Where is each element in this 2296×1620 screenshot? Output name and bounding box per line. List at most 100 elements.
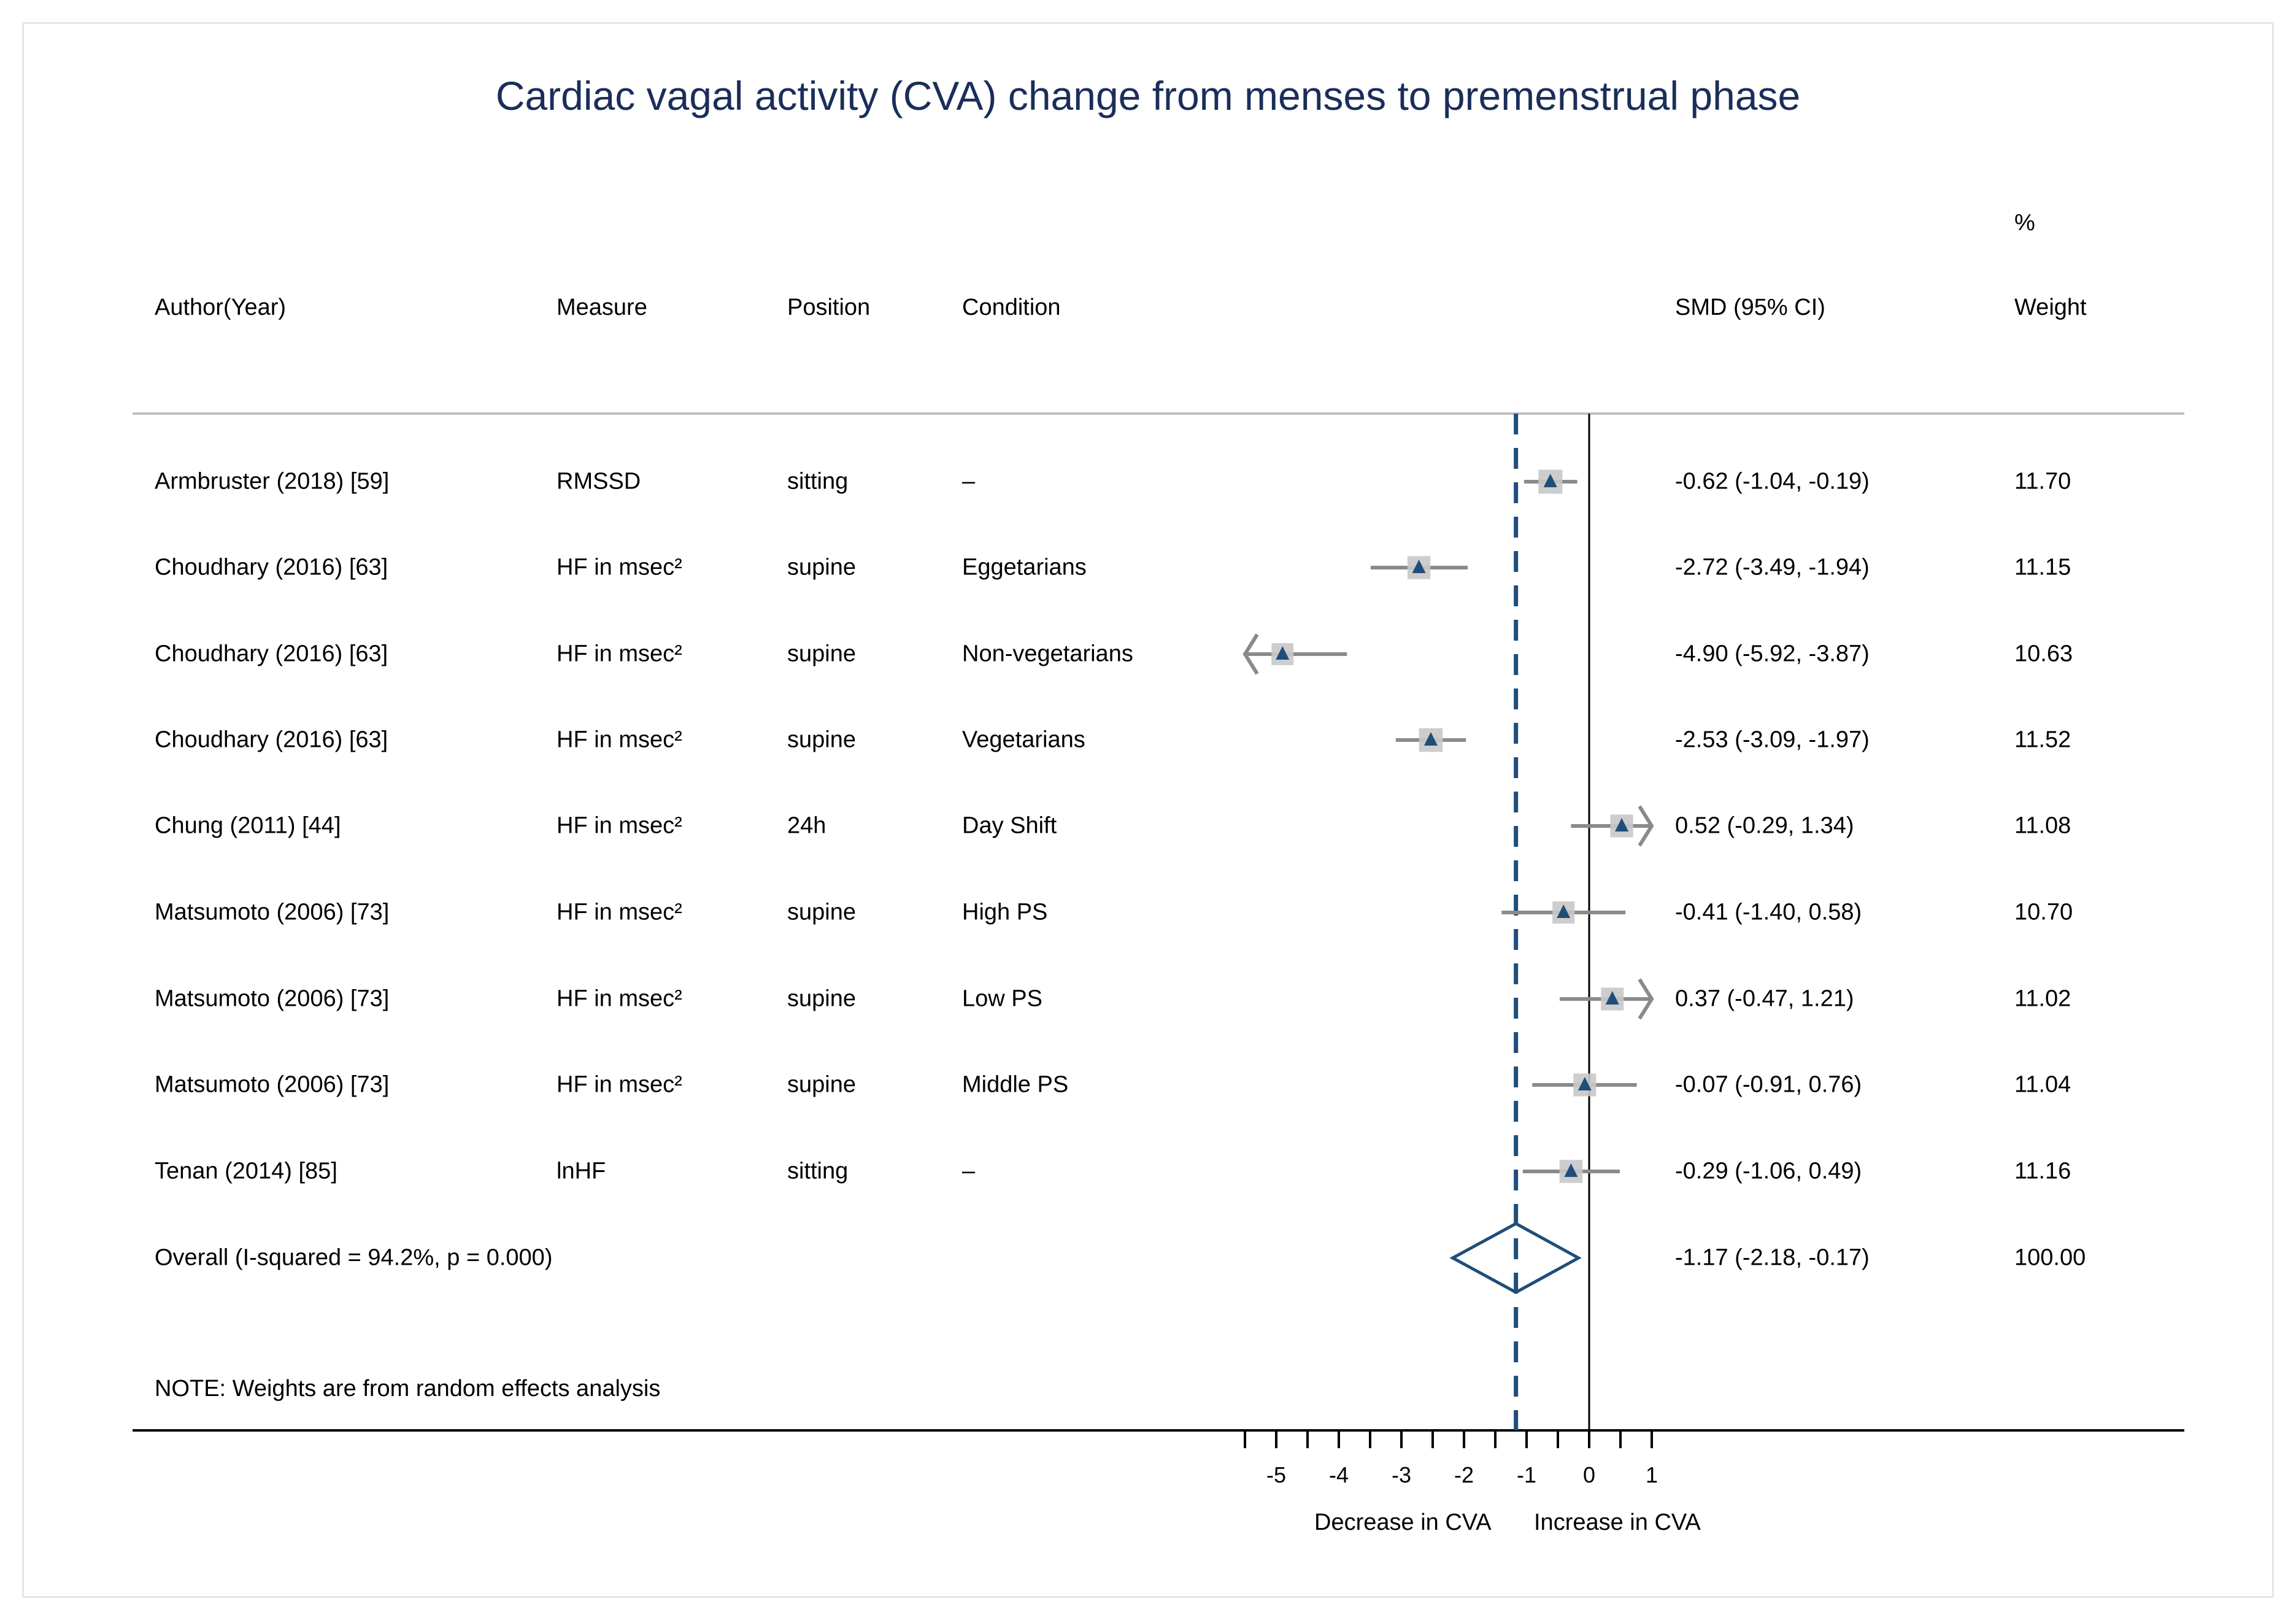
figure-frame (22, 22, 2274, 1598)
row-measure: HF in msec² (557, 554, 682, 580)
row-condition: Day Shift (962, 812, 1057, 839)
point-estimate (1564, 1163, 1578, 1177)
row-position: supine (787, 899, 856, 925)
tick-label: -2 (1454, 1462, 1474, 1487)
row-author: Matsumoto (2006) [73] (155, 986, 390, 1012)
header-measure: Measure (557, 295, 647, 320)
point-estimate (1423, 732, 1438, 746)
row-smd: 0.52 (-0.29, 1.34) (1675, 812, 1854, 839)
row-weight: 10.63 (2014, 641, 2073, 667)
row-measure: HF in msec² (557, 727, 682, 753)
row-smd: -2.72 (-3.49, -1.94) (1675, 554, 1870, 580)
tick-label: -1 (1517, 1462, 1536, 1487)
row-author: Choudhary (2016) [63] (155, 727, 388, 753)
overall-smd: -1.17 (-2.18, -0.17) (1675, 1244, 1870, 1271)
chart-title: Cardiac vagal activity (CVA) change from… (495, 73, 1801, 118)
header-author: Author(Year) (155, 295, 287, 320)
point-estimate (1578, 1077, 1592, 1090)
study-mark (1522, 1160, 1620, 1183)
row-smd: -0.41 (-1.40, 0.58) (1675, 899, 1862, 925)
row-measure: HF in msec² (557, 986, 682, 1012)
row-condition: Middle PS (962, 1071, 1069, 1098)
row-condition: Vegetarians (962, 727, 1085, 753)
tick-label: 1 (1646, 1462, 1658, 1487)
point-estimate (1557, 904, 1571, 918)
row-author: Matsumoto (2006) [73] (155, 899, 390, 925)
row-weight: 11.08 (2014, 812, 2071, 839)
row-measure: HF in msec² (557, 1071, 682, 1098)
row-weight: 10.70 (2014, 899, 2073, 925)
row-position: sitting (787, 1158, 849, 1184)
header-position: Position (787, 295, 871, 320)
point-estimate (1276, 646, 1290, 660)
row-smd: -0.07 (-0.91, 0.76) (1675, 1071, 1862, 1098)
tick-label: -4 (1329, 1462, 1349, 1487)
row-position: sitting (787, 468, 849, 495)
row-measure: HF in msec² (557, 899, 682, 925)
row-measure: HF in msec² (557, 812, 682, 839)
point-estimate (1605, 991, 1619, 1005)
point-estimate (1615, 818, 1629, 831)
row-measure: HF in msec² (557, 641, 682, 667)
row-smd: -0.62 (-1.04, -0.19) (1675, 468, 1870, 495)
point-estimate (1543, 474, 1557, 487)
row-smd: -2.53 (-3.09, -1.97) (1675, 727, 1870, 753)
row-weight: 11.70 (2014, 468, 2071, 495)
row-position: supine (787, 986, 856, 1012)
row-condition: Eggetarians (962, 554, 1087, 580)
tick-label: -3 (1392, 1462, 1411, 1487)
header-weight-pct: % (2014, 210, 2035, 236)
study-mark (1501, 901, 1626, 924)
study-mark (1371, 556, 1468, 579)
header-smd: SMD (95% CI) (1675, 295, 1825, 320)
row-author: Choudhary (2016) [63] (155, 641, 388, 667)
overall-label: Overall (I-squared = 94.2%, p = 0.000) (155, 1244, 553, 1271)
x-label-decrease: Decrease in CVA (1314, 1510, 1492, 1535)
row-weight: 11.02 (2014, 986, 2071, 1012)
study-mark (1242, 633, 1347, 675)
study-mark (1395, 728, 1466, 752)
row-smd: 0.37 (-0.47, 1.21) (1675, 986, 1854, 1012)
row-weight: 11.52 (2014, 727, 2071, 753)
tick-label: 0 (1583, 1462, 1595, 1487)
study-mark (1571, 805, 1654, 847)
study-mark (1560, 978, 1654, 1020)
study-mark (1532, 1073, 1637, 1097)
row-author: Tenan (2014) [85] (155, 1158, 337, 1184)
row-position: supine (787, 727, 856, 753)
x-axis-ticks: -5 -4 -3 -2 -1 0 1 (1244, 1430, 1658, 1487)
ci-arrow-right (1638, 978, 1654, 1020)
row-position: supine (787, 554, 856, 580)
row-weight: 11.16 (2014, 1158, 2071, 1184)
row-author: Armbruster (2018) [59] (155, 468, 390, 495)
row-condition: – (962, 468, 976, 495)
row-condition: Low PS (962, 986, 1042, 1012)
row-author: Choudhary (2016) [63] (155, 554, 388, 580)
ci-arrow-left (1242, 633, 1259, 675)
row-position: supine (787, 641, 856, 667)
row-condition: Non-vegetarians (962, 641, 1133, 667)
row-condition: High PS (962, 899, 1048, 925)
header-weight: Weight (2014, 295, 2087, 320)
footnote: NOTE: Weights are from random effects an… (155, 1376, 661, 1402)
row-author: Chung (2011) [44] (155, 812, 341, 839)
x-label-increase: Increase in CVA (1534, 1510, 1701, 1535)
row-smd: -0.29 (-1.06, 0.49) (1675, 1158, 1862, 1184)
row-measure: lnHF (557, 1158, 606, 1184)
point-estimate (1412, 560, 1426, 573)
row-condition: – (962, 1158, 976, 1184)
row-weight: 11.04 (2014, 1071, 2071, 1098)
row-position: supine (787, 1071, 856, 1098)
overall-diamond (1449, 1222, 1582, 1294)
row-smd: -4.90 (-5.92, -3.87) (1675, 641, 1870, 667)
row-author: Matsumoto (2006) [73] (155, 1071, 390, 1098)
overall-weight: 100.00 (2014, 1244, 2086, 1271)
tick-label: -5 (1266, 1462, 1286, 1487)
ci-arrow-right (1638, 805, 1654, 847)
study-mark (1524, 469, 1578, 494)
row-weight: 11.15 (2014, 554, 2071, 580)
study-marks (1242, 469, 1654, 1294)
row-measure: RMSSD (557, 468, 641, 495)
row-position: 24h (787, 812, 826, 839)
